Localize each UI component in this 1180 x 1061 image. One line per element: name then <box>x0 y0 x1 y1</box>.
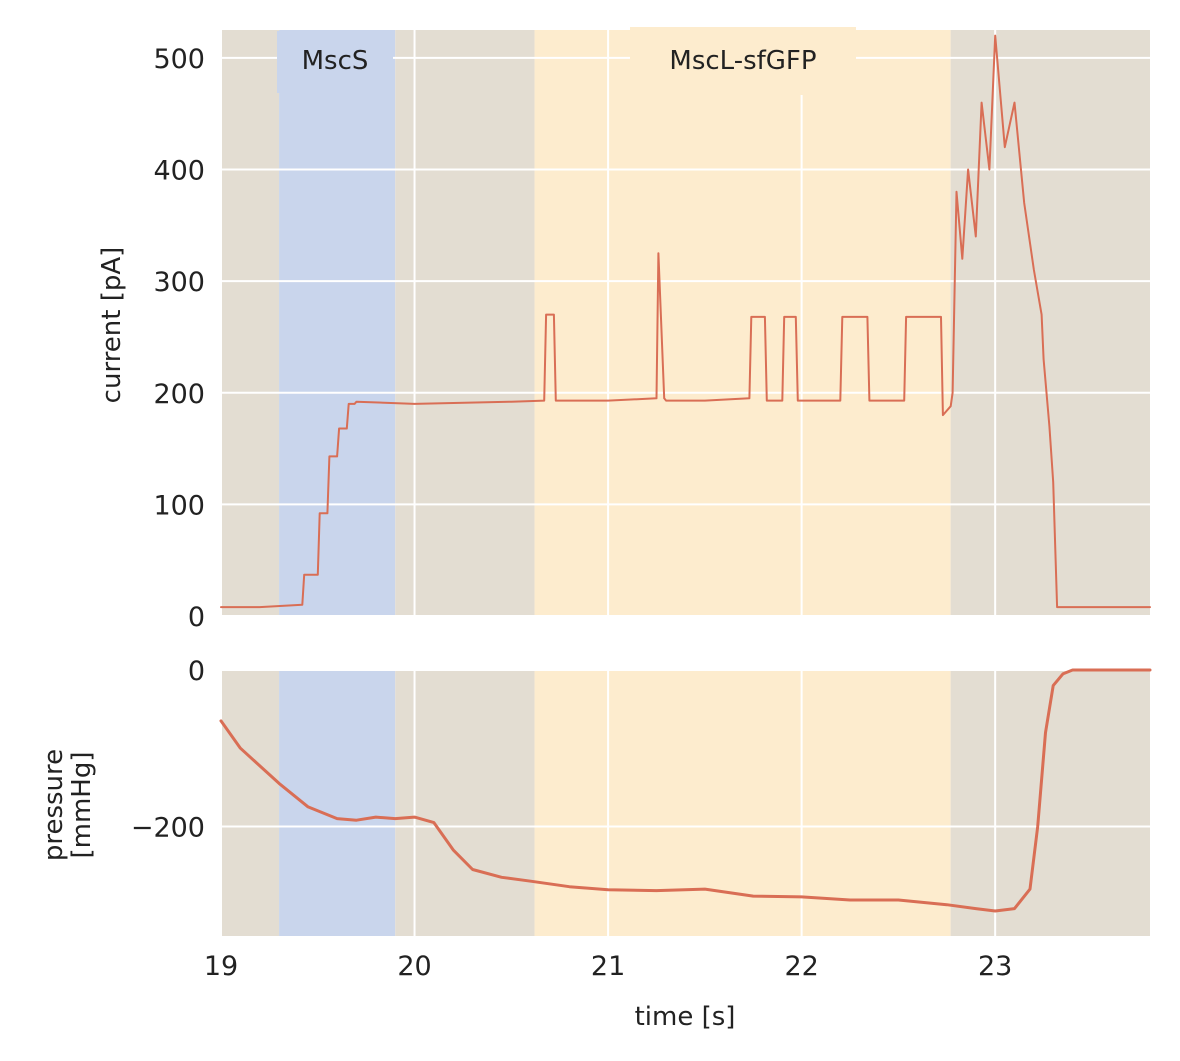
mscl-label-box <box>630 27 856 95</box>
region-band-0 <box>221 670 280 936</box>
region-band-0 <box>221 30 280 616</box>
x-tick-22: 22 <box>784 951 818 982</box>
mscs-label: MscS <box>302 46 369 76</box>
bottom-regions <box>221 670 1150 936</box>
region-band-4 <box>950 670 1150 936</box>
bottom-y-tick-1: −200 <box>131 812 205 843</box>
current-series <box>220 34 1151 609</box>
region-band-1 <box>279 670 396 936</box>
pressure-axis-label-line1: pressure <box>39 749 69 861</box>
mscs-label-box <box>277 31 393 93</box>
top-y-tick-100: 100 <box>153 490 205 521</box>
bottom-y-tick-0: 0 <box>188 656 205 687</box>
top-y-tick-500: 500 <box>153 44 205 75</box>
top-y-tick-labels: 0 100 200 300 400 500 <box>153 44 205 633</box>
x-tick-21: 21 <box>591 951 625 982</box>
bottom-y-tick-labels: 0 −200 <box>131 656 205 843</box>
top-y-tick-0: 0 <box>188 602 205 633</box>
top-y-tick-200: 200 <box>153 379 205 410</box>
x-tick-19: 19 <box>204 951 238 982</box>
bottom-gridlines <box>220 669 1150 936</box>
current-axis-label: current [pA] <box>97 247 127 404</box>
current-panel: MscS MscL-sfGFP 0 100 200 300 400 500 current… <box>97 27 1151 633</box>
current-line-0 <box>220 34 1151 609</box>
region-band-2 <box>395 670 535 936</box>
x-tick-labels: 19 20 21 22 23 <box>204 951 1013 982</box>
region-band-2 <box>395 30 535 616</box>
region-band-3 <box>534 30 951 616</box>
mscl-label: MscL-sfGFP <box>669 46 816 76</box>
region-band-1 <box>279 30 396 616</box>
region-band-3 <box>534 670 951 936</box>
x-tick-23: 23 <box>978 951 1012 982</box>
pressure-line-0 <box>219 668 1152 913</box>
pressure-panel: 0 −200 19 20 21 22 23 pressure [mmHg] time [s… <box>39 656 1152 1032</box>
top-y-tick-400: 400 <box>153 156 205 187</box>
pressure-axis-label-line2: [mmHg] <box>67 752 97 859</box>
x-tick-20: 20 <box>397 951 431 982</box>
time-axis-label: time [s] <box>635 1002 736 1032</box>
pressure-series <box>219 668 1152 913</box>
top-regions <box>221 30 1150 616</box>
top-y-tick-300: 300 <box>153 267 205 298</box>
